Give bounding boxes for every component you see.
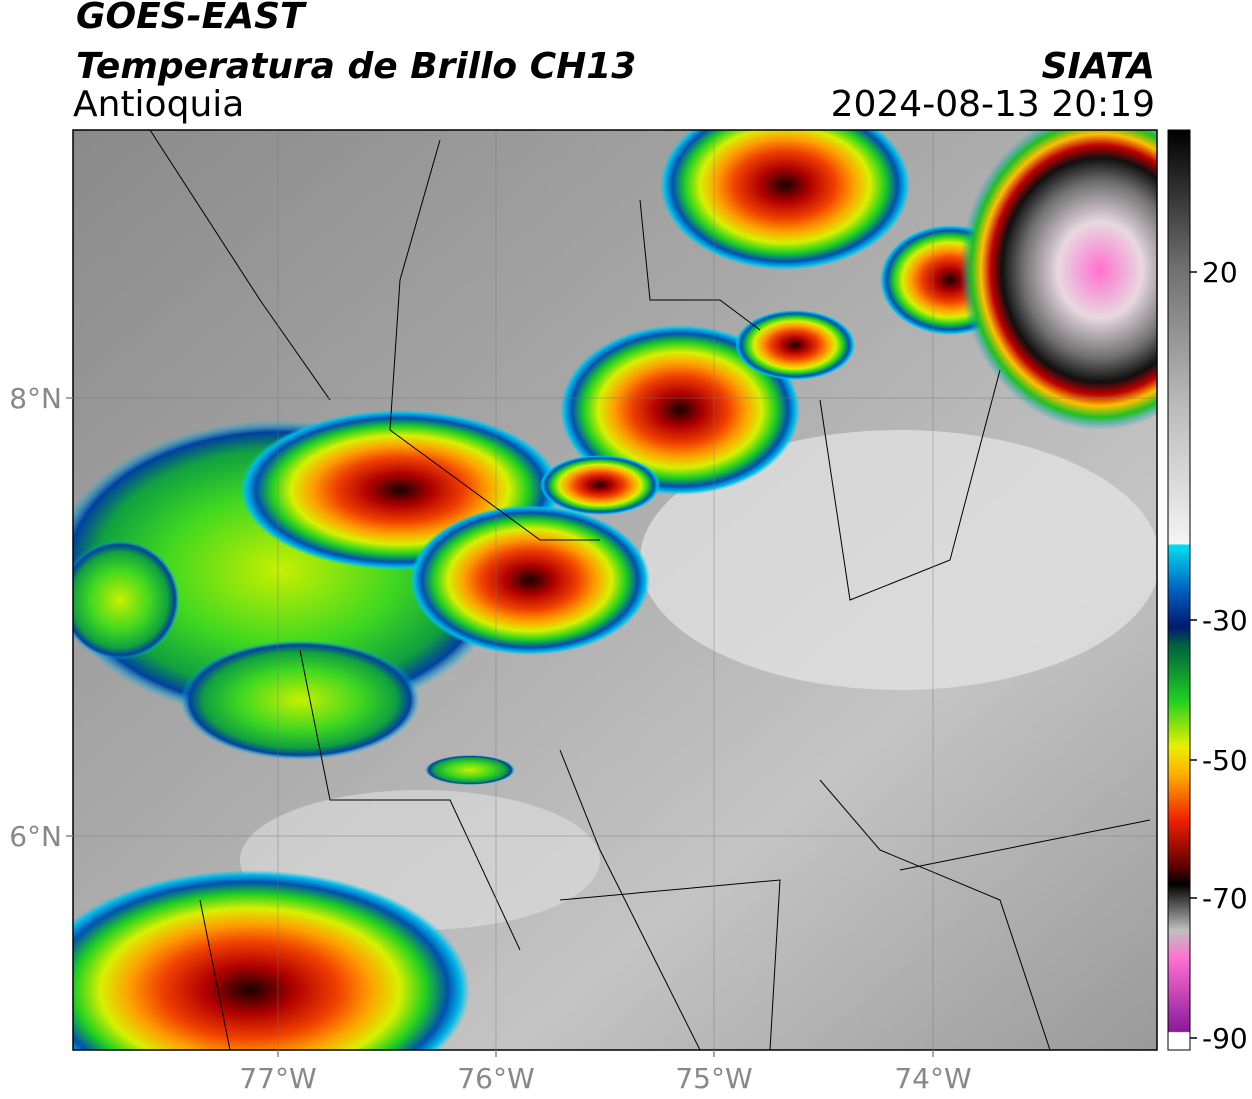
colorbar <box>1167 129 1191 1051</box>
lat-label: 8°N <box>9 382 62 415</box>
lat-label: 6°N <box>9 820 62 853</box>
storm <box>180 640 420 760</box>
axis-ticks <box>66 397 934 1057</box>
colorbar-label: -70 <box>1202 882 1248 915</box>
cloud <box>640 430 1157 690</box>
colorbar-label: 20 <box>1202 256 1238 289</box>
storm <box>410 505 650 655</box>
storm <box>960 130 1157 430</box>
colorbar-ticks <box>1190 271 1197 1039</box>
graticule <box>73 130 1157 1050</box>
colorbar-label: -30 <box>1202 604 1248 637</box>
colorbar-label: -50 <box>1202 744 1248 777</box>
map-frame <box>72 129 1158 1051</box>
subtitle: Temperatura de Brillo CH13 <box>76 46 636 87</box>
storm <box>73 540 180 660</box>
borders <box>149 130 1151 1050</box>
storm <box>73 870 470 1050</box>
storm <box>425 755 515 785</box>
storm <box>540 455 660 515</box>
lon-label: 74°W <box>894 1062 971 1095</box>
datetime: 2024-08-13 20:19 <box>831 84 1155 125</box>
storm <box>735 310 855 380</box>
title: GOES-EAST <box>76 0 307 37</box>
storm <box>660 130 910 270</box>
lon-label: 76°W <box>457 1062 534 1095</box>
region: Antioquia <box>73 84 244 125</box>
storm <box>560 325 800 495</box>
satellite-image <box>73 130 1157 1050</box>
source: SIATA <box>1042 46 1155 87</box>
lon-label: 75°W <box>675 1062 752 1095</box>
colorbar-label: -90 <box>1202 1022 1248 1055</box>
lon-label: 77°W <box>239 1062 316 1095</box>
